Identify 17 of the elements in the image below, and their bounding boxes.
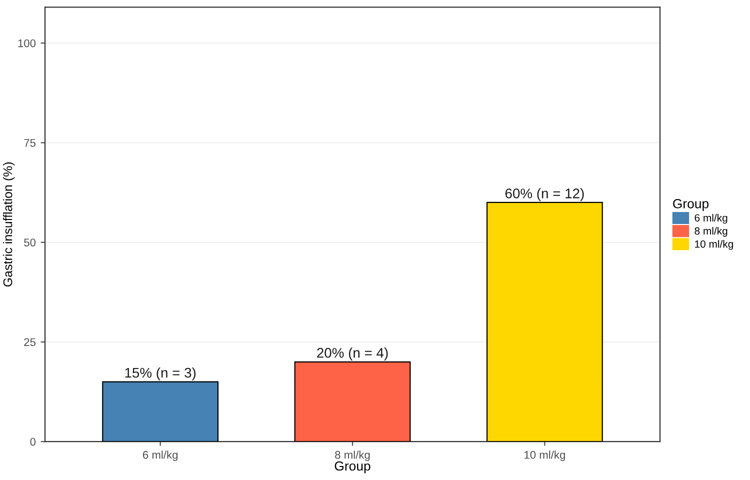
y-axis-title: Gastric insufflation (%) xyxy=(3,162,15,287)
x-tick-label: 6 ml/kg xyxy=(142,450,178,461)
y-tick-label: 25 xyxy=(24,338,36,346)
y-tick-label: 100 xyxy=(18,39,36,48)
data-label: 60% (n = 12) xyxy=(505,188,584,202)
x-tick-label: 10 ml/kg xyxy=(524,450,565,461)
y-tick-label: 0 xyxy=(30,438,36,446)
legend-label: 8 ml/kg xyxy=(694,226,728,237)
x-tick-label: 8 ml/kg xyxy=(335,450,370,461)
x-axis-title: Group xyxy=(334,461,370,474)
y-tick-label: 75 xyxy=(24,139,36,147)
legend-label: 6 ml/kg xyxy=(694,214,728,224)
legend-label: 10 ml/kg xyxy=(695,240,733,250)
data-label: 15% (n = 3) xyxy=(125,367,196,380)
y-tick-label: 50 xyxy=(24,238,36,246)
legend-title: Group xyxy=(673,198,709,211)
data-label: 20% (n = 4) xyxy=(317,348,388,360)
